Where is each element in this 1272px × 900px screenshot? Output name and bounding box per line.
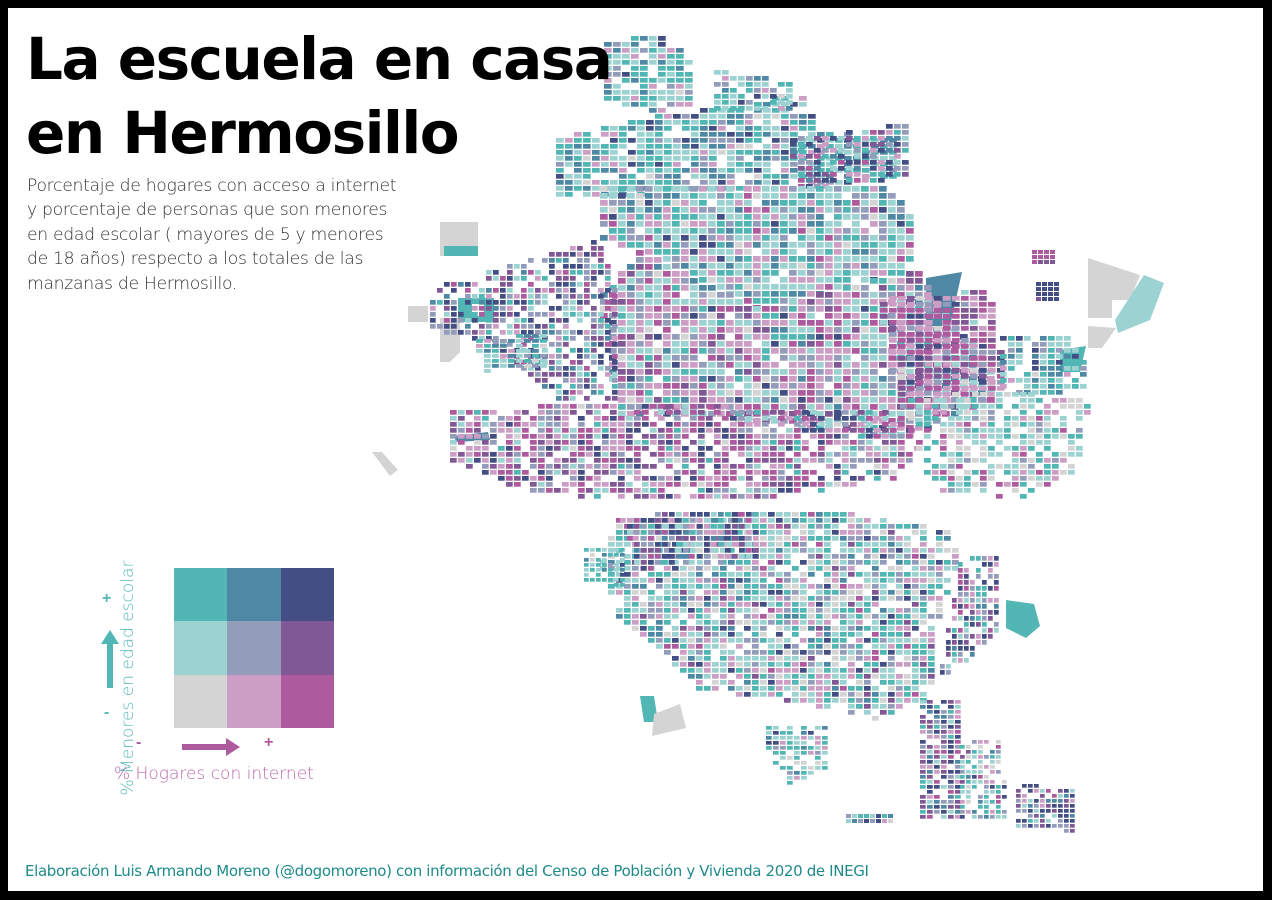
legend-y-low-tick: - [104, 704, 110, 721]
subtitle-line: en edad escolar ( mayores de 5 y menores [27, 224, 384, 245]
infographic-frame: La escuela en casa en Hermosillo Porcent… [8, 8, 1263, 891]
legend-cell-minors-low-internet-high [280, 674, 334, 728]
legend-cell-minors-mid-internet-mid [227, 621, 281, 675]
arrow-up-icon [101, 630, 119, 688]
legend-x-axis-label: % Hogares con internet [114, 764, 314, 784]
legend-cell-minors-high-internet-mid [227, 568, 281, 622]
legend-cell-minors-mid-internet-high [280, 621, 334, 675]
bivariate-legend: % Menores en edad escolar + - - + % Hoga… [60, 490, 350, 795]
legend-cell-minors-low-internet-mid [227, 674, 281, 728]
title-line-2: en Hermosillo [26, 99, 460, 167]
legend-cell-minors-high-internet-low [174, 568, 228, 622]
legend-cell-minors-high-internet-high [280, 568, 334, 622]
legend-cell-minors-mid-internet-low [174, 621, 228, 675]
subtitle-line: manzanas de Hermosillo. [27, 273, 238, 294]
hermosillo-bivariate-map [372, 36, 1164, 833]
legend-x-high-tick: + [264, 734, 274, 751]
subtitle: Porcentaje de hogares con acceso a inter… [27, 174, 427, 296]
arrow-right-icon [182, 738, 240, 756]
legend-cell-minors-low-internet-low [174, 674, 228, 728]
subtitle-line: y porcentaje de personas que son menores [27, 200, 388, 221]
page-title: La escuela en casa en Hermosillo [26, 22, 613, 170]
subtitle-line: Porcentaje de hogares con acceso a inter… [27, 176, 397, 196]
legend-x-low-tick: - [136, 734, 142, 751]
legend-y-high-tick: + [102, 590, 112, 607]
footer-credit: Elaboración Luis Armando Moreno (@dogomo… [25, 862, 869, 880]
subtitle-line: de 18 años) respecto a los totales de la… [27, 249, 364, 270]
title-line-1: La escuela en casa [26, 25, 613, 93]
legend-color-grid [174, 568, 334, 728]
